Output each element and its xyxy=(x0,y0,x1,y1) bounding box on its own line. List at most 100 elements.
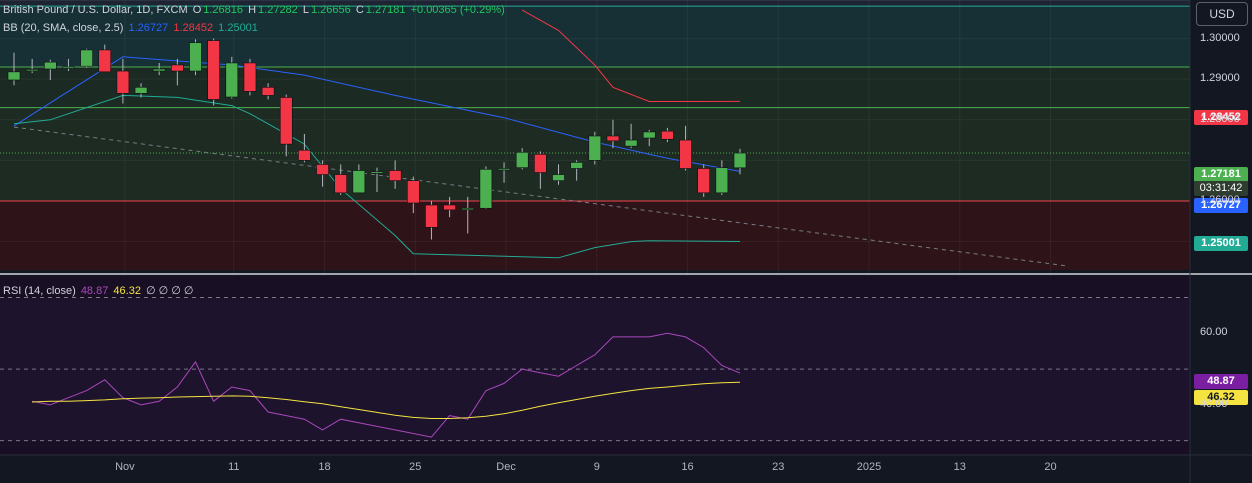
close-label: C xyxy=(355,4,364,16)
rsi-line xyxy=(32,332,741,438)
candle-down xyxy=(261,86,275,96)
candle-down xyxy=(279,97,293,145)
time-tick: 16 xyxy=(681,461,694,473)
bb-label: BB (20, SMA, close, 2.5) xyxy=(3,22,124,34)
candle-up xyxy=(515,151,529,168)
rsi-ma-line xyxy=(32,381,741,419)
candle-down xyxy=(207,40,220,100)
basis-tag: 1.26727 xyxy=(1194,198,1248,213)
time-tick: 13 xyxy=(953,461,966,473)
rsi-band xyxy=(0,297,1190,441)
candle-up xyxy=(570,162,583,169)
rsi-tick: 40.00 xyxy=(1200,397,1228,410)
low-label: L xyxy=(302,4,309,16)
high-label: H xyxy=(248,4,257,16)
bb-legend[interactable]: BB (20, SMA, close, 2.5) 1.26727 1.28452… xyxy=(3,22,260,34)
candle-up xyxy=(461,207,475,211)
candle-up xyxy=(7,71,21,81)
time-tick: 20 xyxy=(1044,461,1057,473)
candle-down xyxy=(661,130,674,140)
candle-up xyxy=(189,42,202,72)
bb-upper-value: 1.28452 xyxy=(173,22,214,34)
candle-up xyxy=(352,170,366,194)
price-tick: 1.28000 xyxy=(1200,112,1240,125)
dashed-trendline xyxy=(13,126,1067,267)
time-tick: 2025 xyxy=(856,461,882,473)
candle-up xyxy=(588,135,602,161)
candle-down xyxy=(316,164,329,175)
price-zone xyxy=(0,200,1190,270)
rsi-pane xyxy=(0,273,1252,455)
candle-down xyxy=(443,204,456,211)
price-zone xyxy=(0,66,1190,108)
rsi-tick: 60.00 xyxy=(1200,326,1228,339)
rsi-value: 48.87 xyxy=(80,285,109,297)
rsi-ma-tag: 46.32 xyxy=(1194,390,1248,405)
rsi-label: RSI (14, close) xyxy=(3,285,76,297)
rsi-ma-value: 46.32 xyxy=(113,285,141,297)
candle-up xyxy=(642,131,656,139)
time-tick: Dec xyxy=(496,461,516,473)
time-tick: 11 xyxy=(228,461,240,473)
candle-down xyxy=(388,170,402,181)
candle-up xyxy=(80,49,93,67)
rsi-extra: ∅ ∅ ∅ ∅ xyxy=(146,285,194,297)
candle-down xyxy=(534,153,547,173)
candle-down xyxy=(425,204,438,228)
candle-up xyxy=(552,174,565,181)
last-price-tag: 1.27181 xyxy=(1194,167,1248,182)
low-value: 1.26656 xyxy=(310,4,351,16)
candle-up xyxy=(715,167,729,194)
candle-up xyxy=(624,139,638,147)
bb-basis-value: 1.26727 xyxy=(128,22,169,34)
high-value: 1.27282 xyxy=(258,4,298,16)
price-tick: 1.30000 xyxy=(1200,31,1240,44)
time-tick: 23 xyxy=(772,461,785,473)
price-zone xyxy=(0,0,1190,7)
candle-up xyxy=(43,61,57,70)
time-tick: 25 xyxy=(409,461,422,473)
lower-band-tag: 1.25001 xyxy=(1194,236,1248,251)
symbol-title: British Pound / U.S. Dollar, 1D, FXCM xyxy=(3,4,188,16)
time-tick: Nov xyxy=(115,461,135,473)
candle-down xyxy=(406,180,420,204)
close-value: 1.27181 xyxy=(365,4,406,16)
open-label: O xyxy=(192,4,202,16)
candle-up xyxy=(134,86,148,94)
candle-down xyxy=(334,174,348,194)
currency-button[interactable]: USD xyxy=(1196,2,1248,26)
change-value: +0.00365 (+0.29%) xyxy=(410,4,505,16)
upper-band-tag: 1.28452 xyxy=(1194,110,1248,125)
candle-down xyxy=(697,168,711,194)
candle-up xyxy=(479,168,493,209)
candle-down xyxy=(606,135,620,142)
candle-down xyxy=(298,149,311,161)
candle-up xyxy=(497,168,511,171)
candle-up xyxy=(733,152,747,169)
candle-up xyxy=(25,69,39,72)
price-tick: 1.29000 xyxy=(1200,72,1240,85)
candle-up xyxy=(152,68,166,72)
candle-down xyxy=(98,49,112,73)
rsi-background xyxy=(0,276,1190,455)
candle-up xyxy=(370,171,384,174)
candles xyxy=(7,38,747,240)
bb-upper-line xyxy=(521,9,741,102)
countdown-tag: 03:31:42 xyxy=(1194,181,1248,196)
open-value: 1.26816 xyxy=(203,4,244,16)
bb-lower-value: 1.25001 xyxy=(218,22,258,34)
bb-basis-line xyxy=(13,56,741,172)
rsi-legend[interactable]: RSI (14, close) 48.87 46.32 ∅ ∅ ∅ ∅ xyxy=(3,284,196,297)
time-tick: 9 xyxy=(593,461,600,473)
trendline xyxy=(13,126,1067,267)
candle-down xyxy=(116,70,130,94)
candle-down xyxy=(171,64,184,72)
candle-down xyxy=(243,62,257,92)
candle-up xyxy=(62,66,75,69)
rsi-tag: 48.87 xyxy=(1194,374,1248,389)
price-tick: 1.26000 xyxy=(1200,193,1240,206)
candle-up xyxy=(225,62,239,98)
